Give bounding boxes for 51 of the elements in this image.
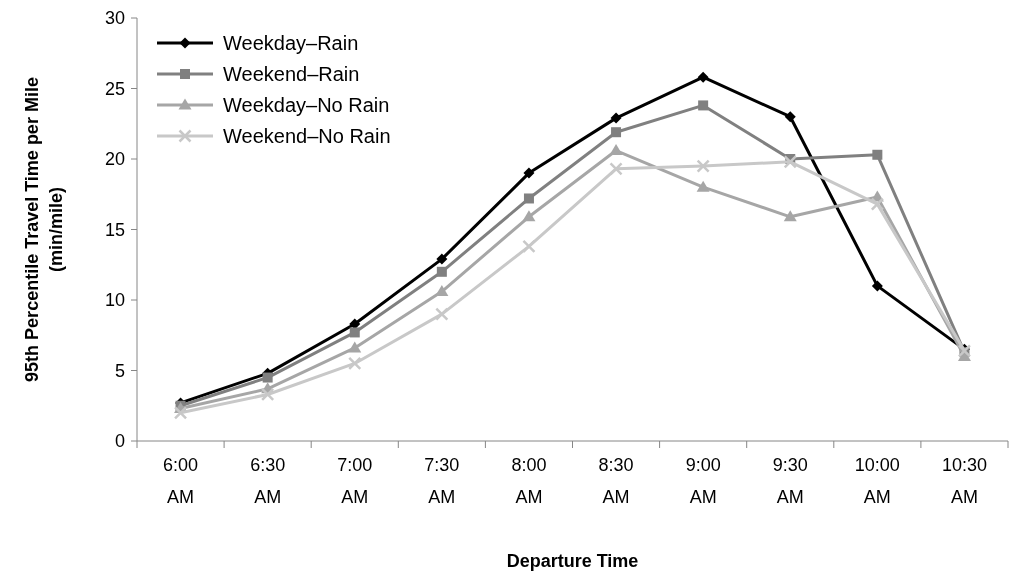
point: [260, 387, 275, 402]
point: [523, 167, 535, 179]
y-tick-label: 15: [104, 219, 125, 240]
point: [436, 266, 447, 277]
point: [522, 239, 536, 254]
y-tick-label: 25: [104, 78, 125, 99]
point: [349, 327, 360, 338]
point: [871, 280, 883, 292]
point: [698, 100, 709, 111]
y-tick-label: 20: [104, 149, 125, 170]
x-tick-label: 9:00 AM: [685, 455, 721, 507]
point: [783, 210, 797, 222]
y-tick-label: 5: [114, 360, 125, 381]
point: [522, 210, 536, 222]
x-tick-label: 10:30 AM: [941, 455, 987, 507]
x-tick-label: 8:30 AM: [598, 455, 634, 507]
point: [609, 144, 623, 156]
y-axis-title: 95th Percentile Travel Time per Mile (min/mile): [22, 77, 66, 382]
legend-label: Weekend–No Rain: [223, 125, 391, 147]
x-tick-label: 8:00 AM: [511, 455, 547, 507]
legend-label: Weekend–Rain: [223, 63, 360, 85]
point: [609, 162, 623, 176]
point: [872, 149, 883, 160]
y-tick-label: 30: [104, 8, 125, 29]
x-tick-label: 7:30 AM: [424, 455, 460, 507]
point: [173, 406, 188, 420]
x-tick-label: 6:30 AM: [250, 455, 286, 507]
point: [436, 253, 448, 265]
point: [783, 155, 797, 169]
point: [696, 180, 710, 192]
x-tick-label: 7:00 AM: [337, 455, 373, 507]
point: [435, 307, 449, 321]
x-axis-title: Departure Time: [506, 551, 639, 571]
legend-label: Weekday–Rain: [223, 32, 359, 54]
x-tick-label: 9:30 AM: [772, 455, 808, 507]
point: [523, 193, 534, 204]
y-tick-label: 0: [114, 431, 125, 452]
point: [348, 341, 362, 353]
point: [610, 112, 622, 124]
point: [870, 197, 885, 211]
point: [611, 127, 622, 138]
x-tick-label: 10:00 AM: [854, 455, 900, 507]
y-tick-label: 10: [104, 290, 125, 311]
point: [262, 372, 273, 383]
point: [348, 356, 362, 371]
point: [435, 285, 449, 297]
point: [697, 71, 709, 83]
point: [784, 111, 796, 123]
legend-label: Weekday–No Rain: [223, 94, 390, 116]
point: [696, 159, 710, 173]
x-tick-label: 6:00 AM: [163, 455, 199, 507]
